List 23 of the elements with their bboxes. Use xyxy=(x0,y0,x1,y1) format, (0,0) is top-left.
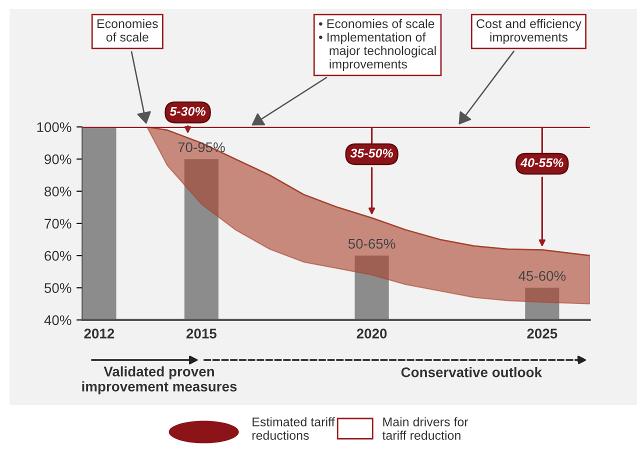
x-tick-label: 2025 xyxy=(527,328,558,338)
y-tick-label: 50% xyxy=(44,283,72,293)
y-tick-label: 100% xyxy=(37,122,72,132)
annotation: • Economies of scale • Implementation of major technological improvements xyxy=(318,18,436,72)
annotation: 45-60% xyxy=(518,271,566,281)
y-tick-label: 90% xyxy=(44,154,72,164)
annotation: Economies of scale xyxy=(98,18,158,42)
text: Estimated tariff reductions xyxy=(252,417,335,440)
y-tick-label: 40% xyxy=(44,315,72,326)
y-tick-label: 60% xyxy=(44,250,72,261)
x-tick-label: 2015 xyxy=(186,328,216,338)
y-tick-label: 70% xyxy=(44,218,72,229)
text: Conservative outlook xyxy=(401,367,542,378)
annotation: 50-65% xyxy=(348,238,396,249)
annotation: 40-55% xyxy=(520,158,564,168)
text: Validated proven improvement measures xyxy=(82,366,237,394)
x-tick-label: 2012 xyxy=(84,328,114,338)
y-tick-label: 80% xyxy=(44,186,72,196)
annotation: 35-50% xyxy=(350,148,393,158)
text: Main drivers for tariff reduction xyxy=(382,417,468,440)
x-tick-label: 2020 xyxy=(356,328,387,338)
annotation: Cost and efficiency improvements xyxy=(476,18,582,44)
annotation: 5-30% xyxy=(170,106,206,116)
